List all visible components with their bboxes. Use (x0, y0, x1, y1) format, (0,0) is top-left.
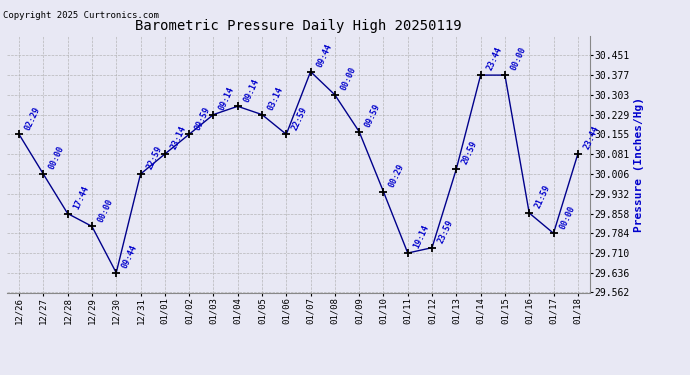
Text: 23:59: 23:59 (436, 219, 455, 245)
Text: 19:14: 19:14 (412, 224, 431, 250)
Text: 03:14: 03:14 (266, 86, 285, 112)
Text: 00:00: 00:00 (509, 46, 528, 72)
Text: 00:29: 00:29 (388, 162, 406, 189)
Text: 09:44: 09:44 (315, 42, 333, 69)
Text: 23:14: 23:14 (169, 125, 188, 151)
Text: 23:44: 23:44 (485, 46, 504, 72)
Text: 09:14: 09:14 (217, 86, 236, 112)
Text: 00:00: 00:00 (48, 145, 66, 171)
Text: 23:44: 23:44 (582, 125, 601, 151)
Text: 20:59: 20:59 (460, 140, 480, 166)
Text: 09:14: 09:14 (242, 77, 261, 104)
Text: 09:59: 09:59 (364, 102, 382, 129)
Text: 00:00: 00:00 (96, 197, 115, 223)
Text: 22:59: 22:59 (145, 145, 164, 171)
Text: 00:00: 00:00 (558, 204, 576, 231)
Text: 00:00: 00:00 (339, 66, 357, 92)
Text: 17:44: 17:44 (72, 184, 90, 211)
Y-axis label: Pressure (Inches/Hg): Pressure (Inches/Hg) (633, 97, 644, 231)
Text: 22:59: 22:59 (290, 105, 309, 132)
Title: Barometric Pressure Daily High 20250119: Barometric Pressure Daily High 20250119 (135, 19, 462, 33)
Text: 21:59: 21:59 (533, 184, 552, 210)
Text: 02:29: 02:29 (23, 105, 42, 132)
Text: Copyright 2025 Curtronics.com: Copyright 2025 Curtronics.com (3, 11, 159, 20)
Text: 09:44: 09:44 (120, 243, 139, 270)
Text: 09:59: 09:59 (193, 105, 212, 132)
